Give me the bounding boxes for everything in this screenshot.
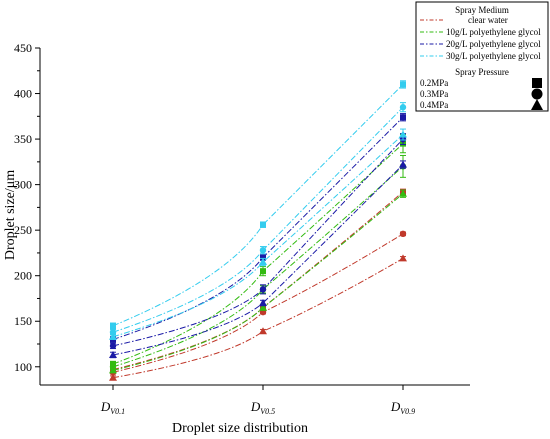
data-point — [259, 258, 267, 266]
series — [110, 188, 406, 373]
series-layer — [109, 80, 407, 381]
data-point — [109, 366, 117, 374]
data-point — [109, 350, 117, 358]
plot-frame — [39, 48, 470, 386]
data-point — [400, 81, 406, 88]
x-axis-label: Droplet size distribution — [172, 421, 308, 436]
data-point — [259, 299, 267, 307]
y-tick-label: 450 — [14, 41, 32, 55]
data-point — [259, 303, 267, 311]
legend-media: clear water 10g/L polyethylene glycol 20g/… — [420, 15, 541, 61]
data-point — [399, 254, 407, 262]
series — [109, 160, 407, 359]
data-point — [260, 221, 266, 228]
series-line — [112, 193, 404, 371]
series — [109, 230, 407, 376]
data-point — [399, 189, 407, 197]
series-line — [112, 143, 404, 365]
legend-pressure-label: 0.2MPa — [420, 78, 448, 88]
legend-marker — [532, 78, 542, 88]
series-line — [112, 233, 404, 373]
data-point — [259, 327, 267, 335]
legend-marker — [531, 99, 543, 110]
y-tick-label: 100 — [14, 360, 32, 374]
series — [110, 80, 406, 330]
data-point — [399, 104, 407, 111]
series-line — [112, 84, 404, 327]
legend-pressure-label: 0.4MPa — [420, 100, 448, 110]
y-tick-label: 300 — [14, 178, 32, 192]
legend-media-label: 30g/L polyethylene glycol — [446, 51, 541, 61]
x-tick-label: DV0.5 — [250, 399, 275, 416]
data-point — [259, 286, 267, 293]
data-point — [260, 268, 266, 275]
series — [110, 134, 406, 368]
data-point — [109, 342, 117, 350]
data-point — [259, 247, 267, 254]
series-line — [112, 257, 404, 379]
legend-marker — [531, 88, 543, 100]
legend-media-label: 20g/L polyethylene glycol — [446, 39, 541, 49]
y-tick-label: 250 — [14, 223, 32, 237]
legend-media-label: clear water — [468, 15, 508, 25]
x-tick-label: DV0.9 — [390, 399, 415, 416]
data-point — [110, 322, 116, 329]
series-line — [112, 164, 404, 356]
y-tick-label: 400 — [14, 87, 32, 101]
legend-pressure-label: 0.3MPa — [420, 89, 448, 99]
series — [109, 189, 407, 374]
data-point — [399, 160, 407, 168]
legend-medium-title: Spray Medium — [455, 5, 509, 15]
series-line — [112, 191, 404, 371]
y-tick-label: 150 — [14, 314, 32, 328]
y-tick-label: 350 — [14, 132, 32, 146]
data-point — [399, 130, 407, 138]
series — [109, 254, 407, 381]
legend-media-label: 10g/L polyethylene glycol — [446, 27, 541, 37]
y-tick-label: 200 — [14, 269, 32, 283]
x-tick-label: DV0.1 — [100, 399, 125, 416]
data-point — [400, 114, 406, 121]
series-line — [112, 166, 404, 368]
data-point — [109, 332, 117, 340]
legend-pressure-title: Spray Pressure — [455, 67, 509, 77]
data-point — [109, 373, 117, 381]
series — [109, 133, 407, 350]
y-axis-label: Droplet size/μm — [3, 170, 18, 260]
series — [109, 102, 407, 336]
y-axis: 100 150 200 250 300 350 400 450 — [14, 41, 40, 374]
series-line — [112, 138, 404, 347]
legend: Spray Medium clear water 10g/L polyethyle… — [415, 1, 549, 112]
series-line — [112, 106, 404, 333]
data-point — [260, 254, 266, 261]
legend-box — [415, 1, 549, 112]
x-axis: DV0.1 DV0.5 DV0.9 — [100, 385, 415, 416]
series — [109, 128, 407, 340]
data-point — [399, 230, 407, 238]
